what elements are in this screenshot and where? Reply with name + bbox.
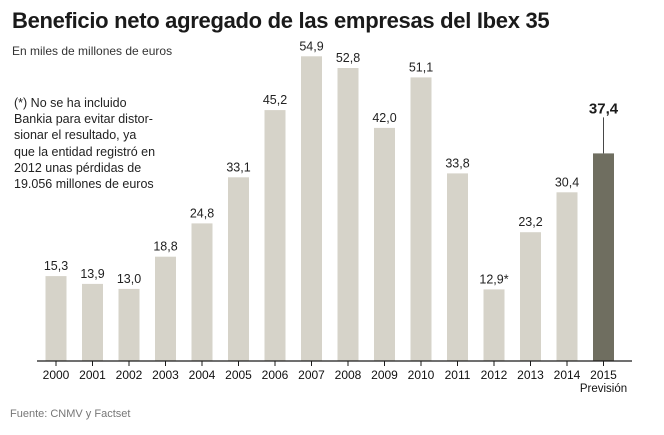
x-tick-label-2014: 2014 <box>554 368 581 382</box>
data-label-2004: 24,8 <box>190 206 214 220</box>
bar-2004 <box>191 223 213 361</box>
chart-subtitle: En miles de millones de euros <box>12 44 173 58</box>
source-text: Fuente: CNMV y Factset <box>10 408 131 420</box>
x-tick-label-2012: 2012 <box>481 368 508 382</box>
bar-2000 <box>45 276 67 361</box>
bar-2006 <box>264 110 286 361</box>
data-label-2013: 23,2 <box>518 215 542 229</box>
data-label-2010: 51,1 <box>409 60 433 74</box>
x-tick-label-2015: 2015 <box>590 368 617 382</box>
data-label-2008: 52,8 <box>336 51 360 65</box>
data-label-2002: 13,0 <box>117 272 141 286</box>
data-label-2000: 15,3 <box>44 259 68 273</box>
x-tick-label-2000: 2000 <box>43 368 70 382</box>
x-tick-label-2009: 2009 <box>371 368 398 382</box>
footnote-text: (*) No se ha incluido Bankia para evitar… <box>14 96 156 192</box>
x-tick-label-2005: 2005 <box>225 368 252 382</box>
x-tick-label-2011: 2011 <box>445 368 471 382</box>
bar-2001 <box>82 283 103 361</box>
x-tick-label-2008: 2008 <box>335 368 362 382</box>
bar-2009 <box>374 127 395 362</box>
data-label-2015: 37,4 <box>589 100 619 117</box>
bar-2010 <box>410 77 432 362</box>
data-label-2009: 42,0 <box>372 111 396 125</box>
data-label-2007: 54,9 <box>299 39 323 53</box>
data-label-2003: 18,8 <box>153 240 177 254</box>
x-tick-label-2003: 2003 <box>152 368 179 382</box>
bar-2008 <box>337 68 359 361</box>
bar-2012 <box>483 289 505 361</box>
data-label-2014: 30,4 <box>555 175 579 189</box>
x-tick-label-2004: 2004 <box>189 368 216 382</box>
bar-2007 <box>301 56 322 362</box>
data-label-2012: 12,9* <box>479 272 508 286</box>
x-tick-label-2010: 2010 <box>408 368 435 382</box>
x-tick-label-2002: 2002 <box>116 368 143 382</box>
bar-2002 <box>118 288 140 361</box>
data-label-2001: 13,9 <box>80 267 104 281</box>
bar-2011 <box>447 173 468 361</box>
bar-2005 <box>228 177 249 361</box>
data-label-2005: 33,1 <box>226 160 250 174</box>
forecast-label: Previsión <box>580 383 627 395</box>
x-tick-label-2013: 2013 <box>517 368 544 382</box>
bar-2013 <box>520 232 541 361</box>
bar-2014 <box>556 192 578 361</box>
bar-2003 <box>155 256 176 361</box>
data-label-2006: 45,2 <box>263 93 287 107</box>
bar-2015-forecast <box>593 153 614 361</box>
x-tick-label-2006: 2006 <box>262 368 289 382</box>
x-tick-label-2007: 2007 <box>298 368 325 382</box>
x-tick-label-2001: 2001 <box>79 368 106 382</box>
chart-title: Beneficio neto agregado de las empresas … <box>12 8 550 33</box>
data-label-2011: 33,8 <box>445 156 469 170</box>
